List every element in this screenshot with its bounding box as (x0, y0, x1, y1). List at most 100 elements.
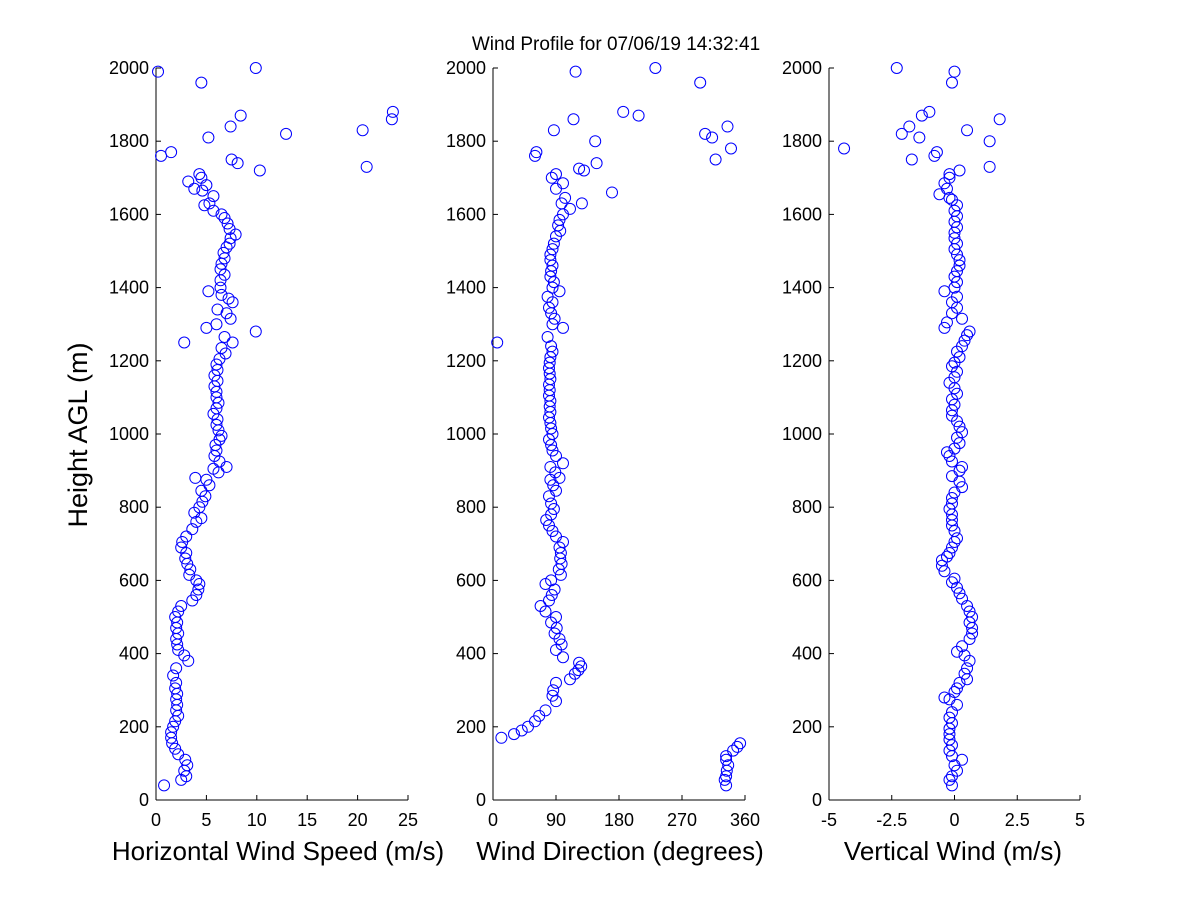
data-point (207, 190, 220, 203)
data-point (360, 160, 373, 173)
y-tick-label: 1400 (109, 278, 149, 298)
data-point (198, 199, 211, 212)
data-point (838, 142, 851, 155)
y-tick-label: 1400 (446, 278, 486, 298)
data-point (945, 360, 958, 373)
data-point (578, 164, 590, 177)
data-point (945, 76, 958, 89)
data-point (491, 336, 504, 349)
data-point (617, 105, 630, 118)
data-point (948, 65, 961, 78)
data-point (547, 124, 560, 137)
data-point (903, 120, 916, 133)
data-point (590, 157, 603, 170)
data-point (913, 131, 926, 144)
data-point (945, 409, 958, 422)
data-point (202, 131, 215, 144)
y-tick-label: 1400 (782, 278, 822, 298)
data-point (167, 669, 180, 682)
y-tick-label: 0 (476, 790, 486, 810)
data-point (175, 541, 188, 554)
x-tick-label: 2.5 (1005, 810, 1030, 830)
data-point (172, 605, 185, 618)
data-point (544, 248, 557, 261)
data-point (951, 532, 964, 545)
data-point (234, 109, 247, 122)
data-point (895, 127, 908, 140)
data-point (564, 202, 576, 215)
y-tick-label: 400 (119, 644, 149, 664)
data-point (945, 497, 958, 510)
x-tick-label: 90 (546, 810, 566, 830)
panel-1: 0 200 400 600 800 1000 1200 1400 1600 1800 2000 0 5 1… (109, 58, 444, 866)
data-point (172, 748, 185, 761)
data-point (573, 162, 586, 175)
data-point (202, 285, 215, 298)
data-point (963, 325, 976, 338)
data-point (550, 611, 562, 623)
data-point (226, 336, 239, 349)
x-tick-label: 270 (667, 810, 697, 830)
data-point (215, 288, 228, 301)
y-tick-label: 1800 (782, 131, 822, 151)
data-point (550, 484, 562, 497)
data-point (940, 182, 953, 195)
data-point (958, 667, 971, 680)
y-tick-label: 2000 (109, 58, 149, 78)
data-point (200, 321, 213, 334)
data-point (956, 312, 969, 325)
data-point (953, 437, 966, 450)
panel-3: 0 200 400 600 800 1000 1200 1400 1600 1800 2000 -5 -… (782, 58, 1085, 866)
y-tick-label: 200 (792, 717, 822, 737)
data-point (720, 753, 733, 766)
x-tick-label: 180 (604, 810, 634, 830)
y-tick-label: 600 (119, 570, 149, 590)
data-point (221, 217, 234, 230)
data-point (550, 182, 562, 195)
data-point (543, 594, 555, 607)
data-point (943, 773, 956, 786)
data-point (915, 109, 928, 122)
data-point (207, 407, 220, 420)
data-point (515, 724, 528, 737)
data-point (953, 420, 966, 433)
data-point (572, 664, 585, 677)
data-point (945, 492, 958, 505)
data-point (155, 149, 168, 162)
data-point (575, 197, 588, 210)
data-point (218, 212, 231, 225)
x-tick-label: 0 (488, 810, 498, 830)
y-tick-label: 400 (792, 644, 822, 664)
data-point (943, 711, 956, 724)
data-point (170, 676, 183, 689)
data-point (210, 418, 223, 431)
data-point (734, 737, 747, 750)
y-tick-label: 1200 (446, 351, 486, 371)
data-point (720, 779, 733, 792)
data-point (169, 611, 182, 623)
data-point (953, 259, 966, 272)
data-point (961, 329, 974, 342)
y-tick-label: 1000 (109, 424, 149, 444)
data-point (179, 552, 192, 565)
data-point (545, 171, 558, 184)
data-point (547, 237, 560, 250)
y-tick-label: 0 (139, 790, 149, 810)
data-point (550, 168, 562, 181)
data-point (203, 479, 216, 492)
y-tick-label: 1800 (446, 131, 486, 151)
data-point (958, 334, 971, 347)
data-point (956, 340, 969, 353)
data-point (210, 358, 223, 371)
data-point (928, 149, 941, 162)
y-tick-label: 200 (456, 717, 486, 737)
data-point (945, 576, 958, 589)
x-tick-label: 5 (201, 810, 211, 830)
data-point (356, 124, 369, 137)
data-point (606, 186, 618, 199)
data-point (940, 446, 953, 459)
data-point (552, 219, 565, 232)
data-point (966, 627, 979, 640)
data-point (184, 563, 197, 576)
data-point (226, 296, 239, 309)
